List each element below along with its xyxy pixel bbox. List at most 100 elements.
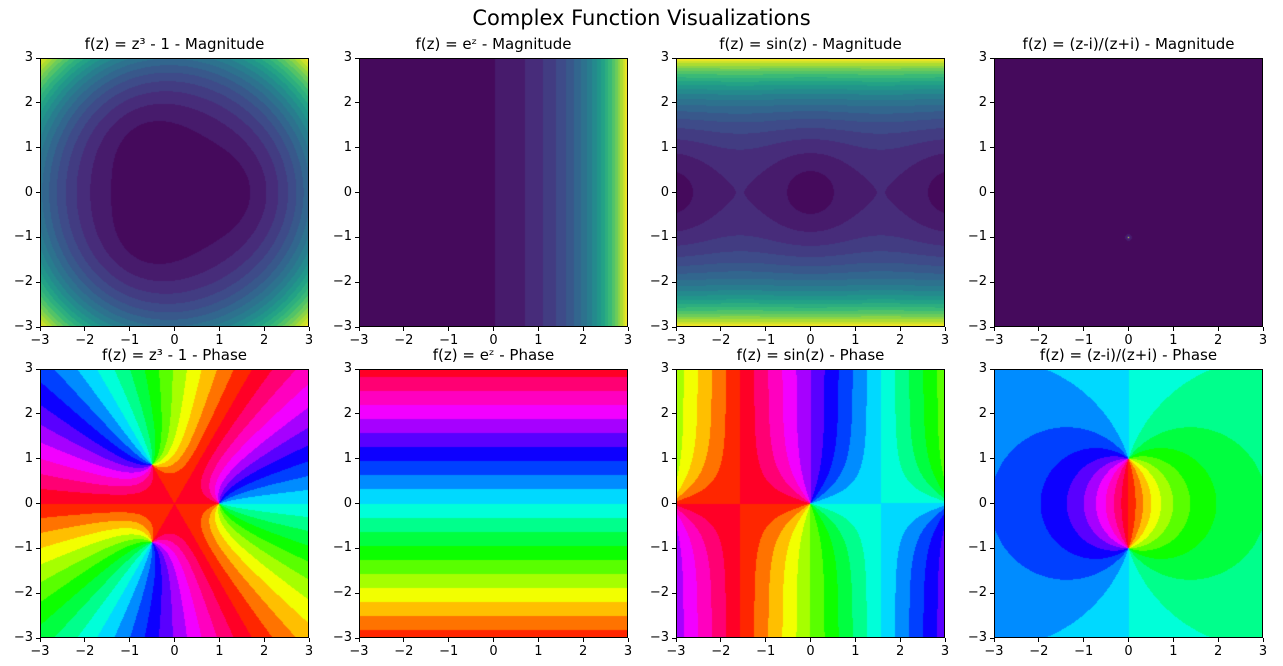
- tick-mark: [308, 638, 310, 642]
- y-tick-label: 0: [660, 495, 669, 511]
- x-tick-label: 1: [215, 644, 224, 659]
- tick-mark: [993, 327, 995, 331]
- tick-mark: [765, 638, 767, 642]
- y-tick-label: 3: [978, 50, 987, 65]
- y-tick-label: 0: [343, 184, 352, 200]
- y-tick-label: −1: [649, 540, 669, 556]
- tick-mark: [944, 327, 946, 331]
- x-tick-label: −1: [120, 644, 140, 659]
- subplot: f(z) = eᶻ - Magnitude −3 −2 −1 0 1 2 3 −3 −2 −1 0 1 2…: [333, 35, 632, 348]
- x-tick-label: −2: [75, 644, 95, 659]
- x-tick-label: −3: [349, 644, 369, 659]
- tick-mark: [84, 327, 86, 331]
- tick-mark: [672, 547, 676, 549]
- tick-mark: [675, 638, 677, 642]
- tick-mark: [672, 458, 676, 460]
- tick-mark: [355, 102, 359, 104]
- y-tick-label: −3: [967, 630, 987, 645]
- y-tick-label: 0: [978, 495, 987, 511]
- y-tick-label: 1: [978, 139, 987, 155]
- heatmap-image: [359, 369, 628, 638]
- y-tick-label: 1: [343, 139, 352, 155]
- tick-mark: [358, 327, 360, 331]
- tick-mark: [308, 327, 310, 331]
- tick-mark: [990, 192, 994, 193]
- y-tick-label: −1: [967, 540, 987, 556]
- x-tick-label: −2: [394, 644, 414, 659]
- tick-mark: [355, 57, 359, 59]
- x-tick-label: 0: [806, 644, 815, 659]
- y-tick-label: −1: [332, 540, 352, 556]
- tick-mark: [36, 236, 40, 238]
- tick-mark: [672, 57, 676, 59]
- subplot: f(z) = sin(z) - Phase −3 −2 −1 0 1 2 3 −3 −2 −1 0 1 2…: [650, 346, 949, 659]
- x-tick-label: 3: [623, 644, 633, 659]
- tick-mark: [990, 102, 994, 104]
- tick-mark: [1172, 638, 1174, 642]
- tick-mark: [358, 638, 360, 642]
- x-tick-label: −3: [984, 333, 1004, 348]
- y-tick-label: −3: [13, 630, 33, 645]
- tick-mark: [720, 327, 722, 331]
- tick-mark: [1038, 327, 1040, 331]
- x-tick-label: 0: [1124, 333, 1133, 348]
- tick-mark: [355, 236, 359, 238]
- tick-mark: [627, 327, 629, 331]
- x-tick-label: 3: [1258, 644, 1268, 659]
- tick-mark: [990, 547, 994, 549]
- x-tick-label: −1: [1074, 333, 1094, 348]
- tick-mark: [720, 638, 722, 642]
- y-tick-label: −2: [13, 274, 33, 290]
- y-tick-label: 1: [24, 139, 33, 155]
- tick-mark: [765, 327, 767, 331]
- y-tick-label: 1: [660, 139, 669, 155]
- tick-mark: [672, 236, 676, 238]
- y-tick-label: 0: [660, 184, 669, 200]
- tick-mark: [537, 327, 539, 331]
- tick-mark: [1217, 327, 1219, 331]
- tick-mark: [36, 102, 40, 104]
- subplot-title: f(z) = sin(z) - Magnitude: [719, 35, 902, 53]
- x-tick-label: −3: [30, 644, 50, 659]
- x-tick-label: 3: [304, 644, 314, 659]
- x-tick-label: −2: [394, 333, 414, 348]
- x-tick-label: 2: [260, 644, 269, 659]
- x-tick-label: −2: [711, 333, 731, 348]
- tick-mark: [174, 638, 175, 642]
- x-tick-label: 0: [489, 644, 498, 659]
- tick-mark: [990, 147, 994, 149]
- tick-mark: [993, 638, 995, 642]
- x-tick-label: −1: [439, 333, 459, 348]
- figure-title: Complex Function Visualizations: [472, 6, 811, 30]
- y-tick-label: 1: [24, 450, 33, 466]
- tick-mark: [1128, 638, 1129, 642]
- tick-mark: [493, 327, 494, 331]
- tick-mark: [1262, 327, 1264, 331]
- tick-mark: [36, 413, 40, 415]
- y-tick-label: 2: [978, 405, 987, 421]
- y-tick-label: −1: [649, 229, 669, 245]
- subplot-title: f(z) = (z-i)/(z+i) - Phase: [1039, 346, 1218, 364]
- tick-mark: [1128, 327, 1129, 331]
- x-tick-label: 3: [940, 333, 950, 348]
- tick-mark: [1083, 327, 1085, 331]
- tick-mark: [218, 638, 220, 642]
- x-tick-label: 2: [579, 333, 588, 348]
- tick-mark: [899, 638, 901, 642]
- tick-mark: [1172, 327, 1174, 331]
- tick-mark: [672, 147, 676, 149]
- y-tick-label: −2: [967, 585, 987, 601]
- y-tick-label: −1: [967, 229, 987, 245]
- tick-mark: [36, 547, 40, 549]
- subplot: f(z) = (z-i)/(z+i) - Phase −3 −2 −1 0 1 2 3 −3 −2…: [968, 346, 1267, 659]
- y-tick-label: −3: [13, 319, 33, 334]
- tick-mark: [218, 327, 220, 331]
- heatmap-image: [994, 369, 1263, 638]
- y-tick-label: −2: [649, 274, 669, 290]
- x-tick-label: −2: [1029, 644, 1049, 659]
- tick-mark: [854, 638, 856, 642]
- tick-mark: [174, 327, 175, 331]
- tick-mark: [36, 57, 40, 59]
- y-tick-label: 2: [24, 405, 33, 421]
